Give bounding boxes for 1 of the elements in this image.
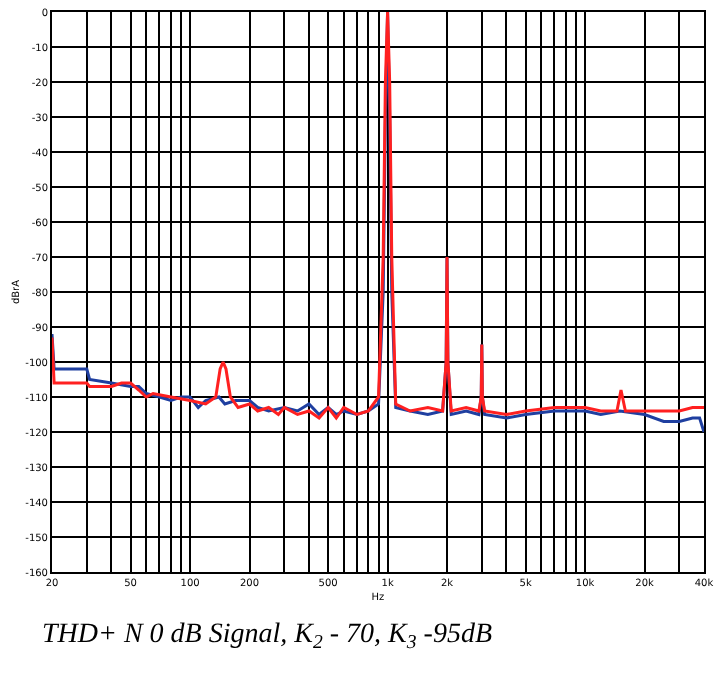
text: THD+ N 0 dB Signal, K$_{2}$ - 70, K$_{3}$ -95dB [42, 620, 493, 654]
